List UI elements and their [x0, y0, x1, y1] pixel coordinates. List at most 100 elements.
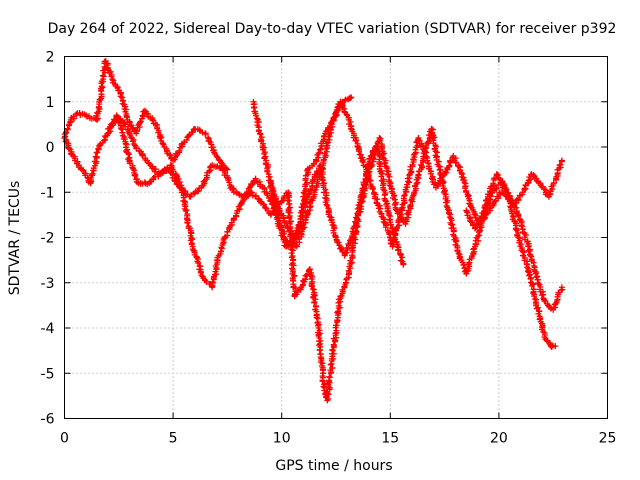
data-point-interp	[175, 175, 182, 182]
data-point-interp	[397, 211, 404, 218]
data-point-interp	[419, 163, 426, 170]
data-point-interp	[368, 152, 375, 159]
data-point-interp	[137, 118, 144, 125]
data-point-interp	[202, 130, 209, 137]
data-point-interp	[386, 212, 393, 219]
data-point-interp	[308, 283, 315, 290]
data-point-interp	[290, 262, 297, 269]
data-point-interp	[474, 232, 481, 239]
data-point-interp	[359, 185, 366, 192]
data-point	[400, 261, 407, 268]
y-tick-label: -2	[41, 231, 55, 247]
data-point-interp	[530, 171, 537, 178]
series-track-2	[61, 94, 355, 250]
data-point-interp	[99, 84, 106, 91]
data-point-interp	[494, 193, 501, 200]
data-point-interp	[446, 210, 453, 217]
data-point-interp	[272, 211, 279, 218]
data-point-interp	[249, 181, 256, 188]
data-point-interp	[531, 293, 538, 300]
data-point-interp	[330, 350, 337, 357]
y-tick-label: 1	[46, 95, 55, 111]
data-point-interp	[427, 170, 434, 177]
data-point-interp	[491, 198, 498, 205]
data-point-interp	[386, 182, 393, 189]
x-tick-label: 15	[381, 431, 399, 447]
data-point-interp	[335, 239, 342, 246]
data-point-interp	[301, 224, 308, 231]
data-point-interp	[298, 228, 305, 235]
data-point	[354, 144, 361, 150]
data-point-interp	[463, 208, 470, 215]
x-tick-label: 20	[490, 431, 508, 447]
data-point-interp	[334, 104, 341, 111]
data-point-interp	[159, 140, 166, 147]
data-point-interp	[528, 282, 535, 289]
series-track-6	[463, 180, 559, 350]
y-tick-label: -3	[41, 276, 55, 292]
data-point	[306, 266, 313, 273]
data-point-interp	[359, 158, 366, 165]
data-point-interp	[285, 200, 292, 207]
data-point-interp	[183, 207, 190, 214]
data-point	[472, 225, 479, 232]
data-point-interp	[107, 68, 114, 75]
data-point-interp	[382, 197, 389, 204]
data-point-interp	[444, 206, 451, 213]
data-point-interp	[512, 226, 519, 233]
chart-title: Day 264 of 2022, Sidereal Day-to-day VTE…	[48, 21, 617, 37]
y-tick-label: 2	[46, 50, 55, 66]
data-point-interp	[152, 165, 159, 172]
data-point-interp	[493, 185, 500, 192]
y-tick-label: 0	[46, 140, 55, 156]
data-point-interp	[446, 214, 453, 221]
data-point-interp	[94, 149, 101, 156]
data-point-interp	[255, 119, 262, 126]
data-point-interp	[187, 237, 194, 244]
data-point-interp	[88, 170, 95, 177]
data-point-interp	[262, 204, 269, 211]
data-point-interp	[283, 220, 290, 227]
data-point-interp	[330, 341, 337, 348]
data-point-interp	[323, 140, 330, 147]
data-point-interp	[312, 296, 319, 303]
data-point-interp	[101, 137, 108, 144]
plot-frame	[64, 56, 608, 419]
x-tick-label: 10	[273, 431, 291, 447]
data-point-interp	[199, 129, 206, 136]
data-point-interp	[391, 202, 398, 209]
data-point-interp	[268, 211, 275, 218]
data-point-interp	[182, 207, 189, 214]
data-point-interp	[557, 161, 564, 168]
data-point-interp	[184, 220, 191, 227]
data-points	[61, 58, 566, 404]
data-point-interp	[329, 364, 336, 371]
data-point-interp	[322, 186, 329, 193]
data-point-interp	[521, 257, 528, 264]
data-point	[493, 171, 500, 178]
y-tick-label: -4	[41, 321, 55, 337]
data-point-interp	[299, 208, 306, 215]
data-point	[109, 76, 116, 83]
data-point-interp	[292, 230, 299, 237]
x-axis-label: GPS time / hours	[275, 458, 392, 474]
data-point-interp	[356, 148, 363, 155]
data-point-interp	[391, 234, 398, 241]
data-point-interp	[414, 179, 421, 186]
data-point-interp	[455, 250, 462, 257]
data-point-interp	[382, 224, 389, 231]
data-point-interp	[268, 180, 275, 187]
data-point-interp	[313, 314, 320, 321]
data-point-interp	[550, 179, 557, 186]
data-point-interp	[527, 252, 534, 259]
data-point-interp	[117, 93, 124, 100]
data-point-interp	[515, 197, 522, 204]
axis-ticks: 0 5 10 15 20 25 -6 -5 -4 -3 -2 -1 0 1 2	[41, 50, 617, 447]
data-point-interp	[157, 135, 164, 142]
data-point-interp	[531, 295, 538, 302]
data-point-interp	[418, 140, 425, 147]
data-point-interp	[304, 271, 311, 278]
data-point-interp	[401, 193, 408, 199]
data-point-interp	[538, 292, 545, 299]
